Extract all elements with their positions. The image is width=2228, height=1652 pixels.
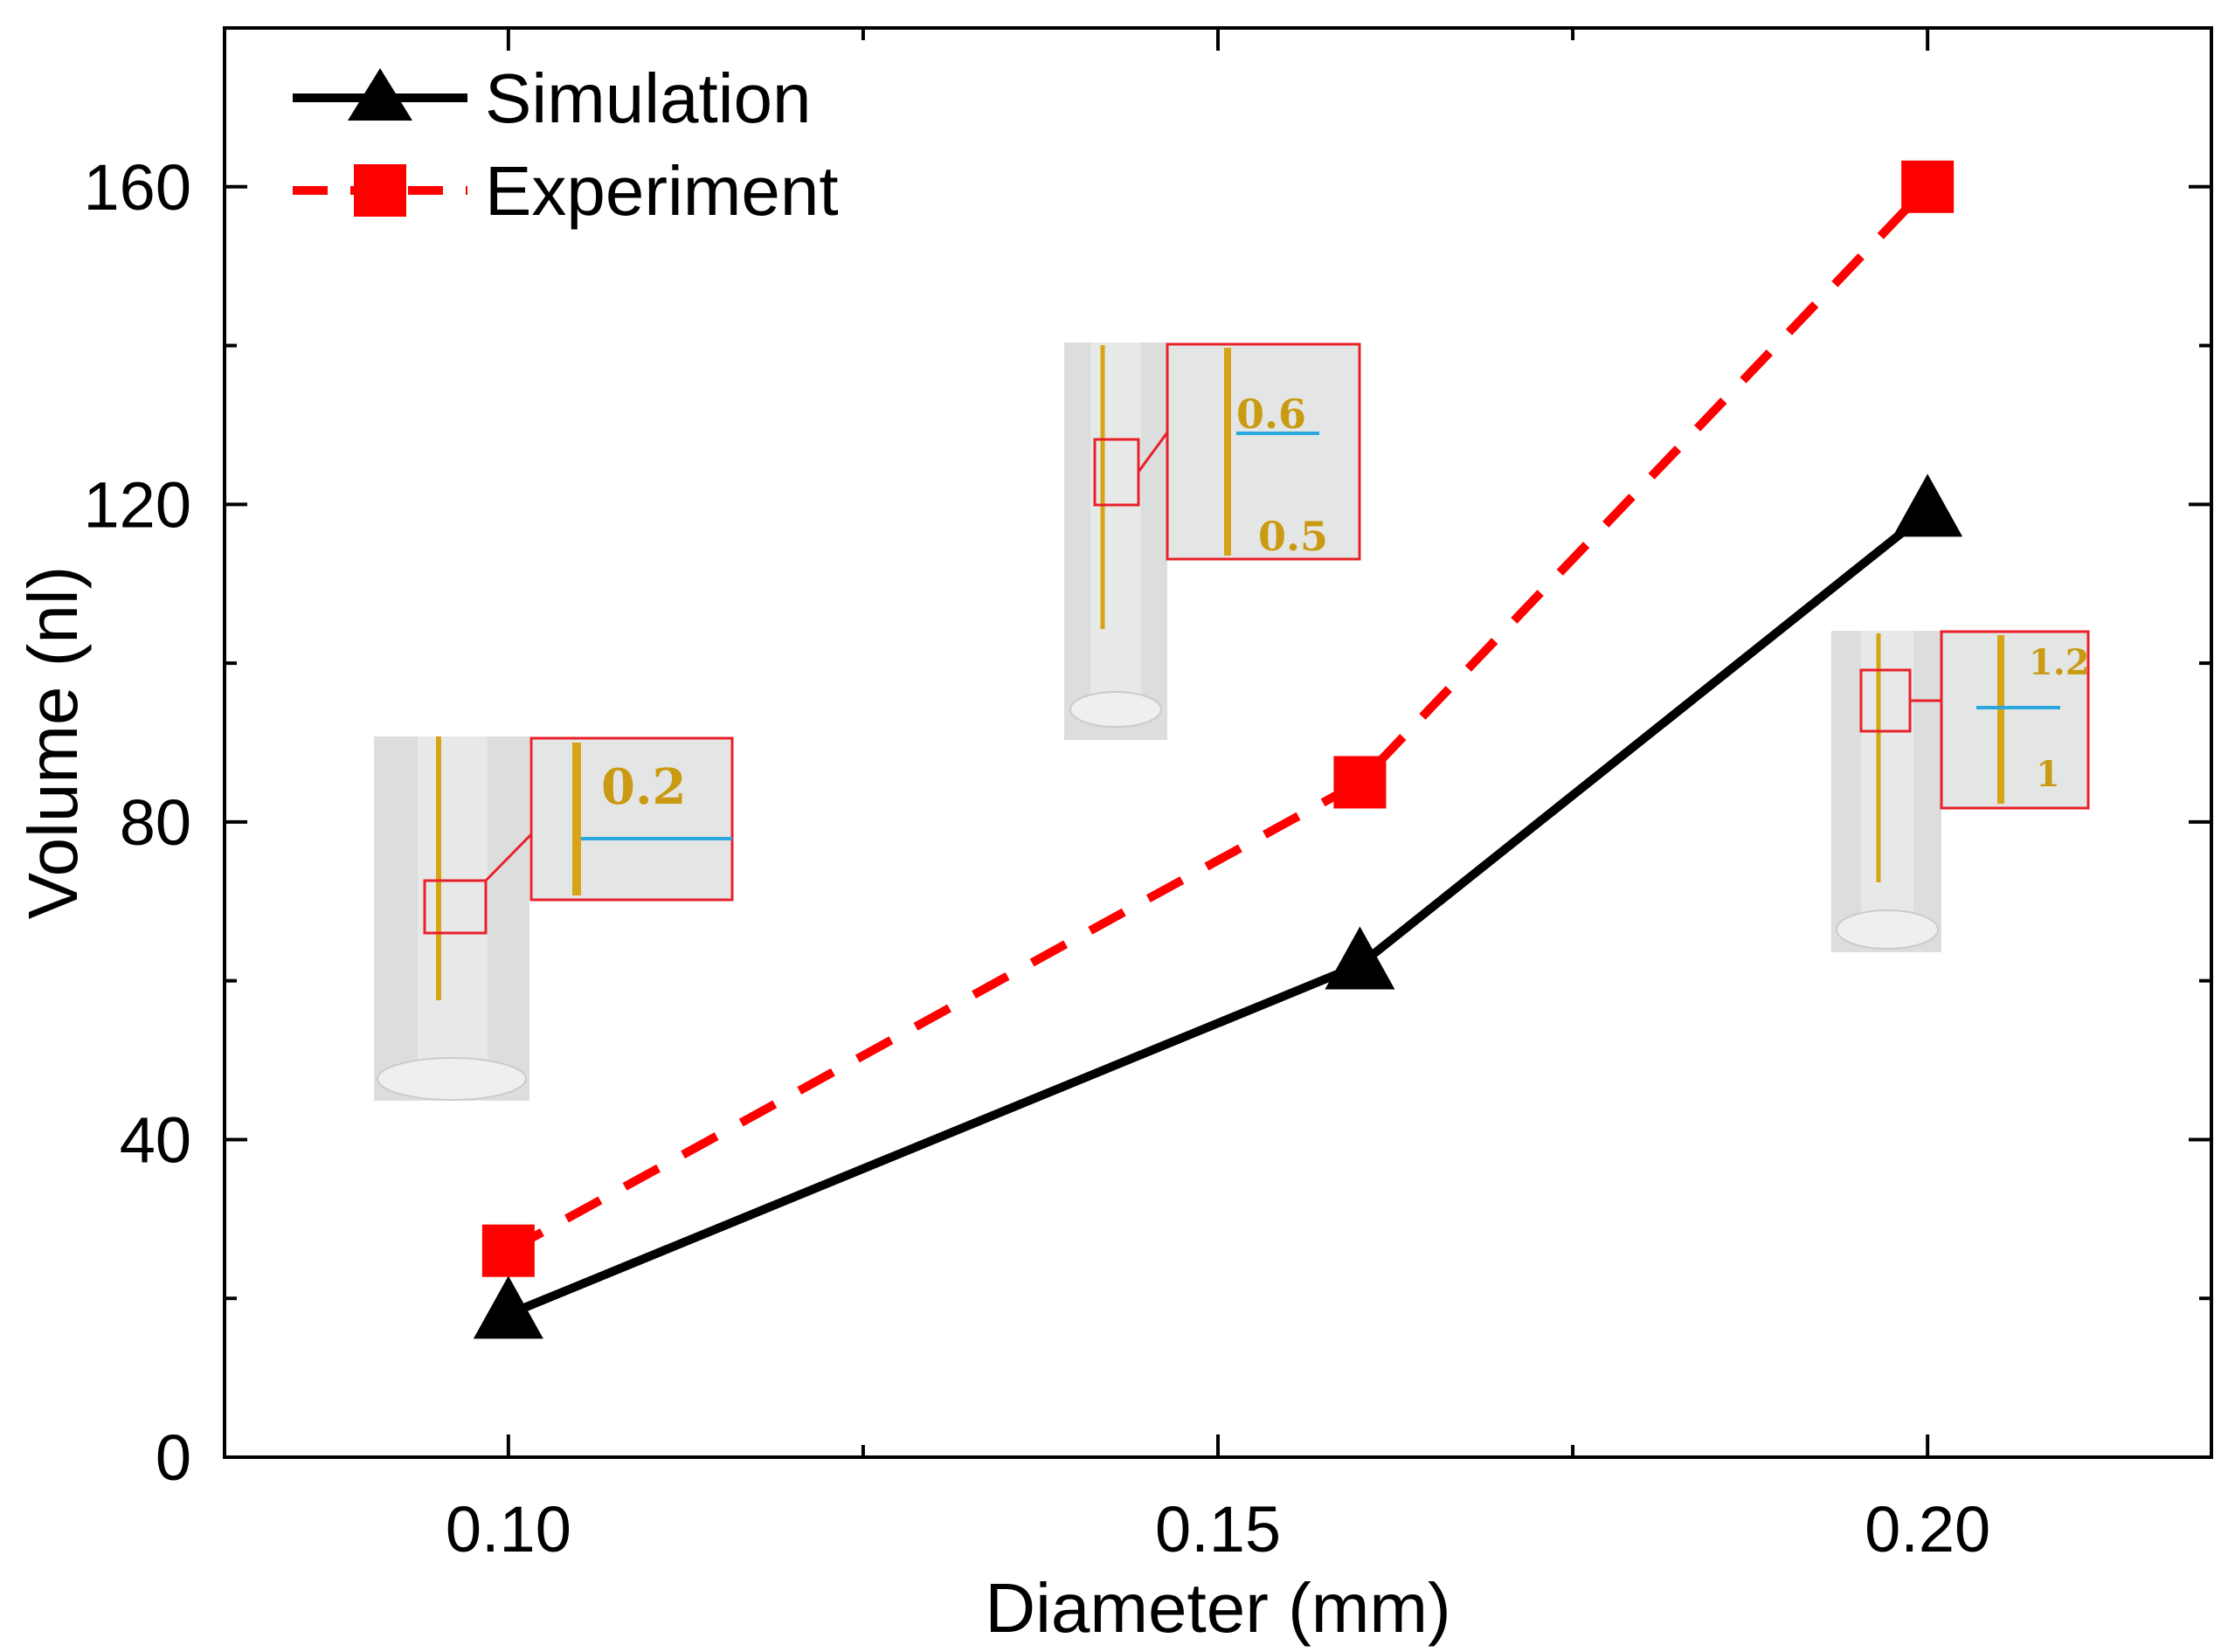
- data-point-experiment: [1901, 160, 1955, 213]
- zoom-label-secondary: 1: [2036, 754, 2060, 795]
- inset-cylinder-0-16: 0.6 0.5: [1064, 342, 1361, 740]
- data-point-simulation: [473, 1275, 543, 1339]
- x-axis-title: Diameter (mm): [985, 1569, 1450, 1647]
- inset-photo-base: [377, 1057, 527, 1101]
- inset-photo-base: [1836, 909, 1939, 950]
- legend-label-simulation: Simulation: [485, 59, 812, 137]
- legend-label-experiment: Experiment: [485, 152, 839, 230]
- legend-marker-simulation: [348, 68, 412, 121]
- x-tick-label: 0.20: [1865, 1493, 1990, 1566]
- y-axis-title: Volume (nl): [14, 566, 92, 920]
- inset-cylinder-0-10: 0.2: [374, 736, 734, 1101]
- data-point-experiment: [1333, 756, 1387, 809]
- x-tick-label: 0.15: [1155, 1493, 1281, 1566]
- zoom-panel: [529, 736, 734, 902]
- zoom-label: 0.6: [1236, 391, 1306, 438]
- data-point-simulation: [1325, 926, 1395, 990]
- zoom-label: 1.2: [2029, 642, 2090, 683]
- x-tick-label: 0.10: [446, 1493, 571, 1566]
- series-line-simulation: [506, 508, 1931, 1319]
- data-point-experiment: [481, 1224, 535, 1277]
- inset-photo-glass: [418, 736, 488, 1077]
- zoom-region-box: [423, 879, 488, 935]
- zoom-connector: [484, 833, 533, 882]
- inset-photo-glass: [1090, 342, 1141, 709]
- inset-photo-base: [1069, 691, 1162, 728]
- zoom-label: 0.2: [601, 758, 686, 816]
- inset-photo-glass: [1861, 631, 1913, 928]
- y-tick-label: 120: [84, 468, 191, 541]
- series-layer: [473, 160, 1963, 1339]
- y-tick-label: 160: [84, 151, 191, 224]
- y-tick-label: 0: [156, 1421, 191, 1494]
- zoom-connector: [1137, 432, 1169, 473]
- data-point-simulation: [1892, 473, 1963, 537]
- axes-layer: 0.10 0.15 0.20 0 40 80 120 160: [84, 28, 2211, 1566]
- legend: Simulation Experiment: [293, 59, 839, 230]
- y-tick-label: 80: [120, 786, 191, 859]
- inset-cylinder-0-20: 1.2 1: [1831, 630, 2090, 952]
- legend-marker-experiment: [354, 164, 406, 217]
- zoom-panel: [1166, 342, 1361, 561]
- zoom-region-box: [1093, 438, 1140, 507]
- zoom-label-secondary: 0.5: [1258, 513, 1328, 560]
- zoom-panel: [1940, 630, 2090, 810]
- y-tick-label: 40: [120, 1103, 191, 1176]
